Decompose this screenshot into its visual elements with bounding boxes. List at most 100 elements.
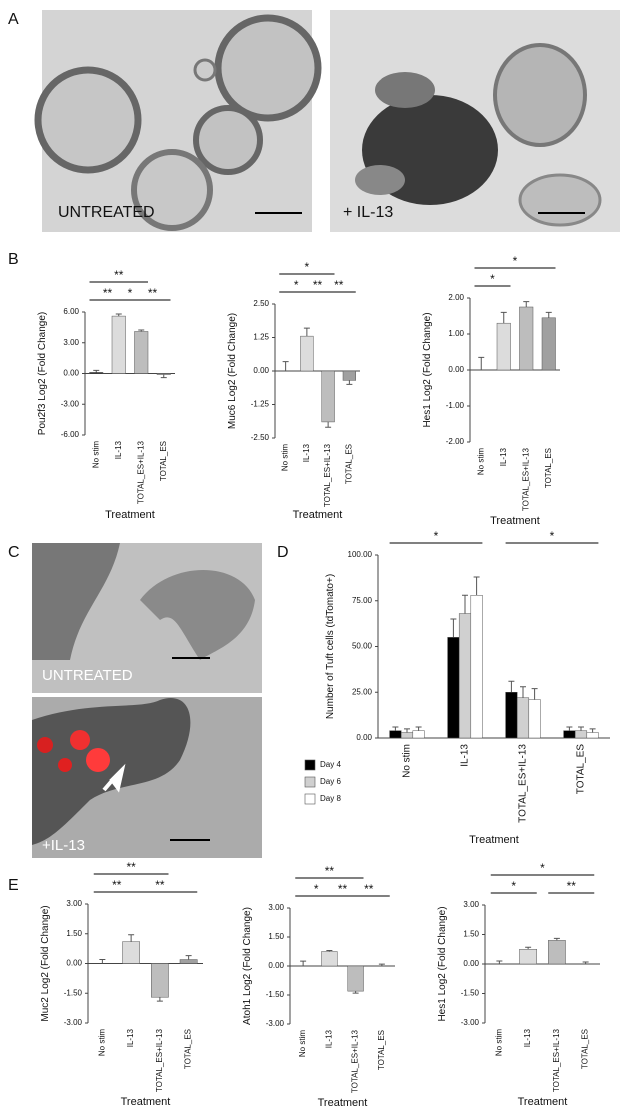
y-axis-label: Atoh1 Log2 (Fold Change) [242,907,253,1025]
error-bar [378,963,385,966]
error-bar [99,959,106,964]
y-tick-label: 6.00 [63,307,79,316]
x-tick-label: IL-13 [114,440,123,459]
x-tick-label: TOTAL_ES+IL-13 [323,443,332,507]
bar [347,965,364,992]
bar [400,732,414,739]
image-label: + IL-13 [343,204,393,221]
y-tick-label: 3.00 [268,903,284,912]
error-bar [156,997,163,1002]
panel-letter: D [277,544,289,561]
error-bar [525,946,532,950]
x-tick-label: IL-13 [499,447,508,466]
bar [151,963,169,998]
significance-label: ** [103,286,113,300]
y-tick-label: -1.50 [461,989,480,998]
x-tick-label: TOTAL_ES [581,1029,590,1069]
error-bar [325,421,332,428]
bar [586,732,599,739]
y-tick-label: 0.00 [253,366,269,375]
y-axis-label: Hes1 Log2 (Fold Change) [437,906,448,1021]
image-il13 [330,10,620,232]
x-axis-label: Treatment [121,1096,171,1108]
image-untreated [34,10,322,232]
y-tick-label: 3.00 [463,900,479,909]
x-tick-label: IL-13 [302,443,311,462]
y-tick-label: 0.00 [448,365,464,374]
image-label: +IL-13 [42,837,85,854]
y-tick-label: -2.00 [446,437,465,446]
legend-label: Day 8 [320,794,341,803]
x-tick-label: No stim [402,744,413,778]
x-tick-label: TOTAL_ES [184,1029,193,1069]
error-bar [282,361,289,371]
x-axis-label: Treatment [469,834,519,846]
bar [300,335,314,372]
x-tick-label: No stim [494,1029,503,1056]
y-tick-label: -3.00 [64,1018,83,1027]
legend-swatch [304,776,316,788]
bar [519,306,534,371]
significance-label: ** [155,878,165,892]
panel-letter: B [8,251,19,268]
significance-label: * [490,272,495,286]
y-tick-label: -2.50 [251,433,270,442]
bar [389,730,402,739]
x-tick-label: No stim [298,1030,307,1057]
image-il13-c [32,697,262,858]
significance-label: * [434,529,439,543]
legend-swatch [304,759,316,771]
bar [519,949,537,965]
y-tick-label: 3.00 [63,338,79,347]
significance-label: ** [313,278,323,292]
y-tick-label: 0.00 [356,733,372,742]
x-tick-label: TOTAL_ES [576,744,587,795]
significance-label: * [513,254,518,268]
error-bar [531,688,538,700]
panel-letter: A [8,11,19,28]
y-axis-label: Hes1 Log2 (Fold Change) [422,312,433,427]
error-bar [545,311,552,318]
significance-label: * [550,529,555,543]
y-tick-label: 0.00 [268,961,284,970]
x-tick-label: TOTAL_ES+IL-13 [136,440,145,504]
error-bar [300,960,307,966]
error-bar [93,369,100,373]
bar [528,699,541,739]
error-bar [500,311,507,324]
bar [321,370,335,423]
x-axis-label: Treatment [318,1097,368,1109]
significance-label: ** [338,882,348,896]
error-bar [566,726,573,731]
significance-label: * [511,879,516,893]
bar [156,373,171,375]
y-tick-label: 1.50 [463,930,479,939]
x-tick-label: TOTAL_ES [544,448,553,488]
y-tick-label: -1.00 [446,401,465,410]
significance-label: ** [334,278,344,292]
y-tick-label: 3.00 [66,899,82,908]
bar [412,730,425,739]
x-tick-label: TOTAL_ES+IL-13 [518,744,529,823]
error-bar [352,991,359,994]
y-tick-label: 0.00 [63,369,79,378]
y-tick-label: 0.00 [66,959,82,968]
image-label: UNTREATED [58,204,155,221]
x-axis-label: Treatment [490,515,540,527]
image-untreated-c [32,543,262,693]
error-bar [462,594,468,614]
error-bar [185,955,192,960]
legend-swatch [304,793,316,805]
bar [548,940,566,965]
bar [505,692,518,739]
x-tick-label: IL-13 [324,1029,333,1048]
bar [111,315,126,374]
bar [342,370,356,381]
y-axis-label: Pou2f3 Log2 (Fold Change) [37,312,48,435]
error-bar [582,961,589,964]
bar [496,322,511,371]
x-tick-label: TOTAL_ES [159,441,168,481]
x-tick-label: No stim [97,1029,106,1056]
y-tick-label: -3.00 [61,399,80,408]
